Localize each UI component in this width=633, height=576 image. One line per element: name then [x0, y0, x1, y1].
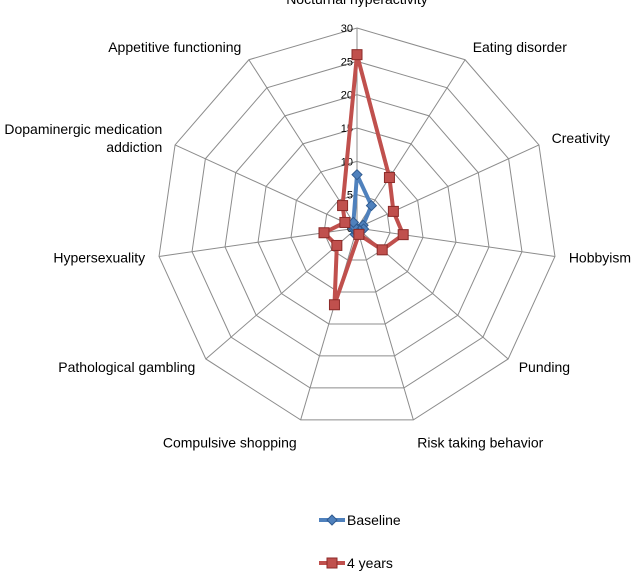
legend-item-baseline: Baseline — [319, 512, 401, 528]
point-4-years-6 — [353, 228, 365, 240]
category-label-nocturnal-hyperactivity: Nocturnal hyperactivity — [286, 0, 428, 7]
legend-label-baseline: Baseline — [347, 512, 401, 528]
axis-spoke-11 — [248, 59, 358, 229]
tick-label-20: 20 — [341, 90, 353, 102]
category-label-risk-taking-behavior: Risk taking behavior — [417, 434, 543, 450]
category-label-creativity: Creativity — [552, 130, 610, 146]
data-series — [318, 49, 409, 311]
tick-label-30: 30 — [341, 23, 353, 35]
axis-spoke-7 — [300, 227, 358, 421]
category-label-punding: Punding — [519, 359, 570, 375]
point-4-years-9 — [318, 227, 330, 239]
point-4-years-11 — [337, 200, 349, 212]
grid-ring-3 — [257, 127, 457, 325]
point-4-years-2 — [383, 172, 395, 184]
point-4-years-10 — [339, 216, 351, 228]
category-label-pathological-gambling: Pathological gambling — [58, 359, 195, 375]
grid-ring-4 — [224, 94, 490, 357]
tick-label-25: 25 — [341, 56, 353, 68]
category-label-dopaminergic-medication-addiction: Dopaminergic medication addiction — [4, 121, 162, 155]
axis-spoke-2 — [356, 59, 466, 229]
series-4-years — [318, 49, 409, 311]
point-4-years-5 — [376, 244, 388, 256]
legend-label-4-years: 4 years — [347, 555, 393, 571]
tick-label-5: 5 — [347, 190, 353, 202]
point-baseline-1 — [351, 168, 363, 181]
point-baseline-2 — [365, 199, 378, 212]
point-4-years-7 — [328, 299, 340, 311]
axis-spoke-6 — [356, 227, 414, 421]
point-4-years-3 — [387, 205, 399, 217]
category-labels: Nocturnal hyperactivity Eating disorder Cr… — [4, 0, 631, 450]
radar-grid — [158, 27, 556, 421]
point-4-years-8 — [331, 239, 343, 251]
grid-ring-6 — [158, 27, 556, 421]
grid-ring-2 — [290, 160, 424, 293]
legend-marker-baseline — [326, 514, 338, 526]
axis-spoke-3 — [356, 144, 540, 229]
grid-ring-1 — [323, 194, 391, 261]
category-label-hobbyism: Hobbyism — [569, 249, 631, 265]
category-label-hypersexuality: Hypersexuality — [53, 249, 145, 265]
point-4-years-4 — [397, 229, 409, 241]
grid-ring-5 — [191, 60, 523, 389]
category-label-appetitive-functioning: Appetitive functioning — [108, 39, 241, 55]
point-4-years-1 — [351, 49, 363, 61]
axis-spoke-10 — [174, 144, 358, 229]
category-label-eating-disorder: Eating disorder — [473, 39, 568, 55]
category-label-compulsive-shopping: Compulsive shopping — [163, 434, 297, 450]
axis-spoke-4 — [356, 227, 556, 257]
legend-item-4-years: 4 years — [319, 555, 393, 571]
legend: Baseline 4 years — [319, 512, 401, 571]
legend-marker-4-years — [326, 557, 338, 569]
